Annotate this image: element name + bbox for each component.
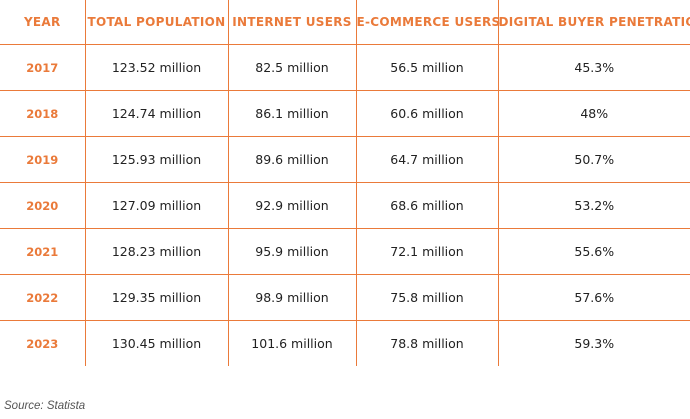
header-digital-buyer-penetration: DIGITAL BUYER PENETRATION — [497, 0, 690, 45]
source-caption: Source: Statista — [4, 400, 86, 412]
cell-internet-users: 86.1 million — [227, 90, 356, 137]
cell-total-population: 124.74 million — [84, 90, 228, 137]
cell-year: 2018 — [0, 90, 85, 137]
cell-total-population: 129.35 million — [84, 274, 228, 321]
table-row: 2022 129.35 million 98.9 million 75.8 mi… — [0, 274, 690, 321]
cell-year: 2021 — [0, 228, 85, 275]
cell-digital-buyer-penetration: 50.7% — [497, 136, 690, 183]
cell-digital-buyer-penetration: 59.3% — [497, 320, 690, 366]
cell-ecommerce-users: 56.5 million — [355, 44, 498, 91]
cell-internet-users: 89.6 million — [227, 136, 356, 183]
cell-internet-users: 101.6 million — [227, 320, 356, 366]
header-total-population: TOTAL POPULATION — [84, 0, 228, 45]
header-ecommerce-users: E-COMMERCE USERS — [355, 0, 500, 45]
table-row: 2021 128.23 million 95.9 million 72.1 mi… — [0, 228, 690, 275]
cell-ecommerce-users: 72.1 million — [355, 228, 498, 275]
cell-digital-buyer-penetration: 55.6% — [497, 228, 690, 275]
cell-year: 2019 — [0, 136, 85, 183]
header-year: YEAR — [0, 0, 85, 45]
cell-ecommerce-users: 64.7 million — [355, 136, 498, 183]
cell-year: 2022 — [0, 274, 85, 321]
cell-digital-buyer-penetration: 48% — [497, 90, 690, 137]
cell-year: 2017 — [0, 44, 85, 91]
table-row: 2023 130.45 million 101.6 million 78.8 m… — [0, 320, 690, 366]
header-row: YEAR TOTAL POPULATION INTERNET USERS E-C… — [0, 0, 690, 45]
table-header: YEAR TOTAL POPULATION INTERNET USERS E-C… — [0, 0, 690, 45]
cell-internet-users: 92.9 million — [227, 182, 356, 229]
cell-digital-buyer-penetration: 57.6% — [497, 274, 690, 321]
cell-ecommerce-users: 68.6 million — [355, 182, 498, 229]
cell-total-population: 123.52 million — [84, 44, 228, 91]
cell-total-population: 128.23 million — [84, 228, 228, 275]
cell-ecommerce-users: 60.6 million — [355, 90, 498, 137]
data-table-container: YEAR TOTAL POPULATION INTERNET USERS E-C… — [0, 0, 690, 366]
header-internet-users: INTERNET USERS — [227, 0, 356, 45]
cell-year: 2023 — [26, 336, 59, 351]
cell-internet-users: 98.9 million — [227, 274, 356, 321]
cell-total-population: 125.93 million — [84, 136, 228, 183]
cell-total-population: 130.45 million — [84, 320, 228, 366]
table-row: 2017 123.52 million 82.5 million 56.5 mi… — [0, 44, 690, 91]
cell-year: 2020 — [0, 182, 85, 229]
cell-ecommerce-users: 78.8 million — [355, 320, 498, 366]
cell-ecommerce-users: 75.8 million — [355, 274, 498, 321]
cell-internet-users: 95.9 million — [227, 228, 356, 275]
cell-total-population: 127.09 million — [84, 182, 228, 229]
table-row: 2020 127.09 million 92.9 million 68.6 mi… — [0, 182, 690, 229]
cell-digital-buyer-penetration: 53.2% — [497, 182, 690, 229]
table-row: 2018 124.74 million 86.1 million 60.6 mi… — [0, 90, 690, 137]
cell-internet-users: 82.5 million — [227, 44, 356, 91]
table-row: 2019 125.93 million 89.6 million 64.7 mi… — [0, 136, 690, 183]
cell-digital-buyer-penetration: 45.3% — [497, 44, 690, 91]
table-body: 2017 123.52 million 82.5 million 56.5 mi… — [0, 44, 690, 366]
ecommerce-stats-table: YEAR TOTAL POPULATION INTERNET USERS E-C… — [0, 0, 690, 366]
